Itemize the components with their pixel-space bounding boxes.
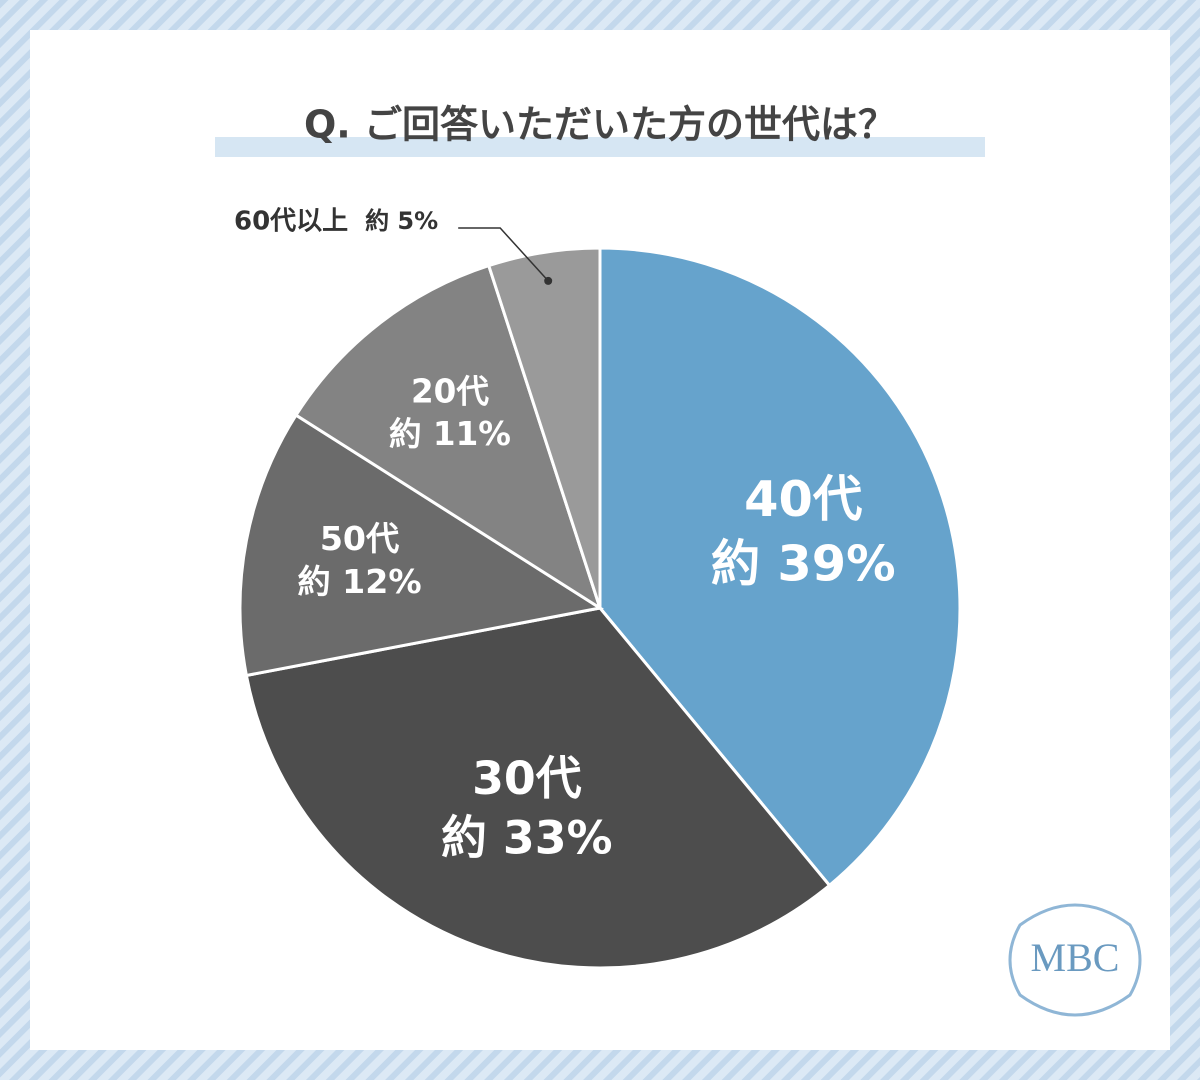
category-label: 60代以上 [234,207,348,237]
category-label: 30代 [472,751,582,805]
category-label: 50代 [320,519,399,558]
logo-text: MBC [1031,935,1120,980]
category-label: 40代 [744,470,862,528]
value-label: 約 12% [297,562,421,601]
pie-slice [598,246,962,888]
category-label: 20代 [411,372,489,410]
value-label: 約 5% [365,207,438,235]
logo-frame [1008,903,1142,1017]
leader-line [458,227,549,282]
logo: MBC [1008,903,1142,1017]
title-highlight [215,137,985,157]
chart-title: Q. ご回答いただいた方の世代は？ [304,103,896,147]
value-label: 約 11% [389,415,511,453]
value-label: 約 33% [441,811,612,865]
pie-slice [293,263,603,612]
pie-slice [238,413,605,678]
value-label: 約 39% [711,534,896,592]
pie-slice [244,606,832,970]
pie-slice [486,246,602,609]
